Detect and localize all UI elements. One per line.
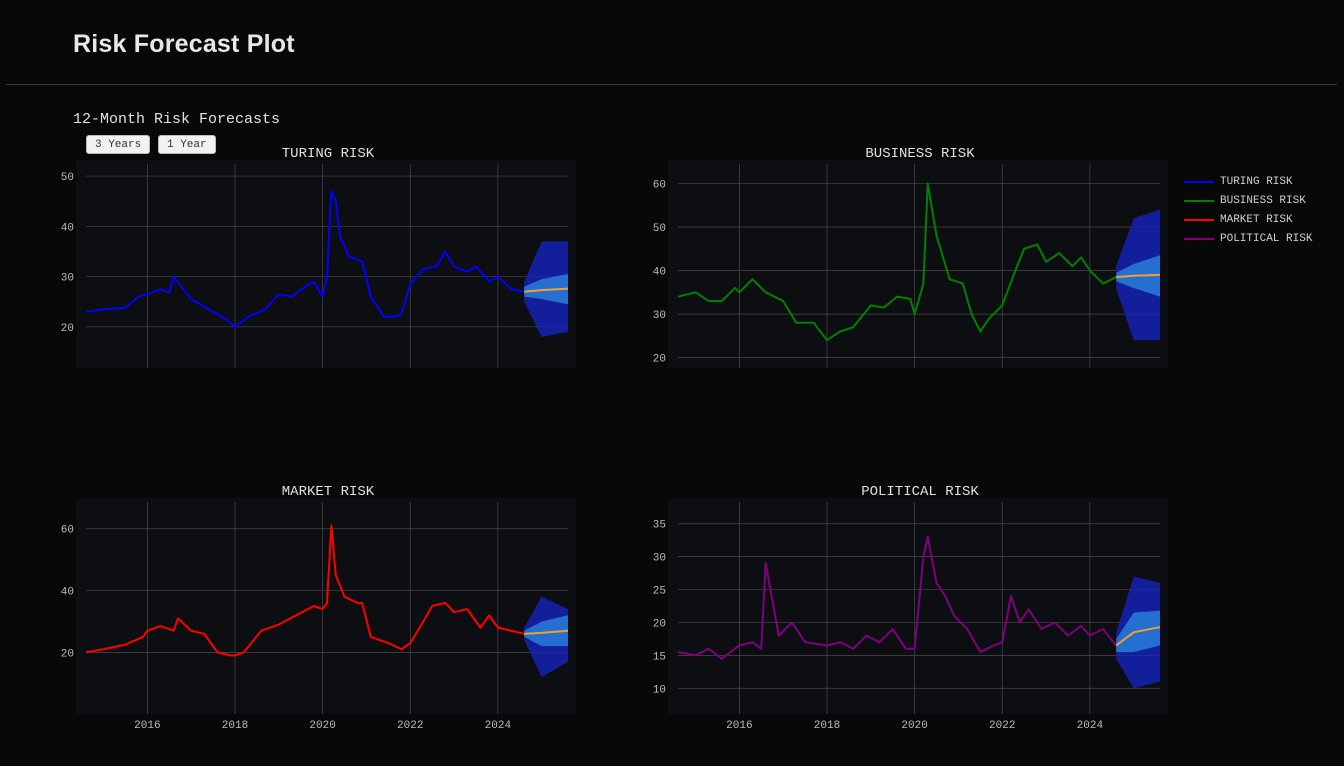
- y-tick-label: 60: [61, 525, 74, 537]
- forecast-median-line-political: [1115, 626, 1161, 647]
- range-3-years-button[interactable]: 3 Years: [86, 135, 151, 154]
- forecast-median-line-market: [524, 629, 569, 635]
- forecast-median-line-business: [1116, 273, 1161, 279]
- legend-item-political[interactable]: POLITICAL RISK: [1184, 229, 1312, 248]
- page-title: Risk Forecast Plot: [73, 30, 295, 58]
- range-1-year-button[interactable]: 1 Year: [158, 135, 216, 154]
- x-tick-label: 2018: [222, 720, 248, 732]
- series-line-business: [677, 182, 1117, 342]
- series-line-market: [85, 524, 525, 657]
- y-tick-label: 30: [653, 310, 666, 322]
- y-tick-label: 30: [61, 273, 74, 285]
- legend-swatch-turing: [1184, 180, 1214, 183]
- x-tick-label: 2020: [901, 720, 927, 732]
- chart-business: 20 30 40 50 60 BUSINESS RISK: [653, 146, 1168, 368]
- chart-title-political: POLITICAL RISK: [861, 484, 979, 500]
- chart-turing: 20 30 40 50 TURING RISK: [61, 146, 576, 368]
- plot-area-business: [668, 160, 1168, 368]
- chart-legend: TURING RISK BUSINESS RISK MARKET RISK PO…: [1184, 172, 1312, 248]
- y-tick-label: 40: [61, 222, 74, 234]
- y-tick-label: 20: [61, 323, 74, 335]
- forecast-inner-band-market: [524, 615, 568, 647]
- legend-label-political: POLITICAL RISK: [1220, 232, 1313, 245]
- y-tick-label: 40: [61, 587, 74, 599]
- y-tick-label: 35: [653, 520, 666, 532]
- chart-title-business: BUSINESS RISK: [865, 146, 975, 162]
- x-tick-label: 2024: [1077, 720, 1104, 732]
- y-tick-label: 50: [653, 223, 666, 235]
- y-tick-label: 60: [653, 179, 666, 191]
- y-tick-label: 15: [653, 651, 666, 663]
- chart-political: 10 15 20 25 30 35 2016 2018 2020 2022 2024 POLITICA…: [653, 484, 1168, 732]
- x-tick-label: 2022: [397, 720, 423, 732]
- y-tick-label: 40: [653, 267, 666, 279]
- legend-swatch-business: [1184, 199, 1214, 202]
- x-tick-label: 2016: [134, 720, 160, 732]
- y-tick-label: 10: [653, 684, 666, 696]
- plot-area-turing: [76, 160, 576, 368]
- header-divider: [6, 84, 1337, 85]
- x-tick-label: 2024: [485, 720, 512, 732]
- x-tick-label: 2018: [814, 720, 840, 732]
- chart-title-market: MARKET RISK: [282, 484, 375, 500]
- section-title: 12-Month Risk Forecasts: [73, 111, 281, 128]
- y-tick-label: 50: [61, 172, 74, 184]
- y-tick-label: 30: [653, 553, 666, 565]
- chart-market: 20 40 60 2016 2018 2020 2022 2024 MARKET RISK: [61, 484, 576, 732]
- legend-swatch-market: [1184, 218, 1214, 221]
- legend-item-turing[interactable]: TURING RISK: [1184, 172, 1312, 191]
- x-tick-label: 2016: [726, 720, 752, 732]
- y-tick-label: 20: [61, 648, 74, 660]
- legend-label-business: BUSINESS RISK: [1220, 194, 1306, 207]
- y-tick-label: 20: [653, 618, 666, 630]
- x-tick-label: 2022: [989, 720, 1015, 732]
- legend-item-market[interactable]: MARKET RISK: [1184, 210, 1312, 229]
- legend-item-business[interactable]: BUSINESS RISK: [1184, 191, 1312, 210]
- legend-label-turing: TURING RISK: [1220, 175, 1293, 188]
- series-line-turing: [85, 190, 525, 328]
- chart-title-turing: TURING RISK: [282, 146, 375, 162]
- y-tick-label: 20: [653, 354, 666, 366]
- legend-label-market: MARKET RISK: [1220, 213, 1293, 226]
- forecast-median-line-turing: [524, 287, 569, 293]
- legend-swatch-political: [1184, 237, 1214, 240]
- y-tick-label: 25: [653, 586, 666, 598]
- x-tick-label: 2020: [309, 720, 335, 732]
- series-line-political: [677, 535, 1117, 660]
